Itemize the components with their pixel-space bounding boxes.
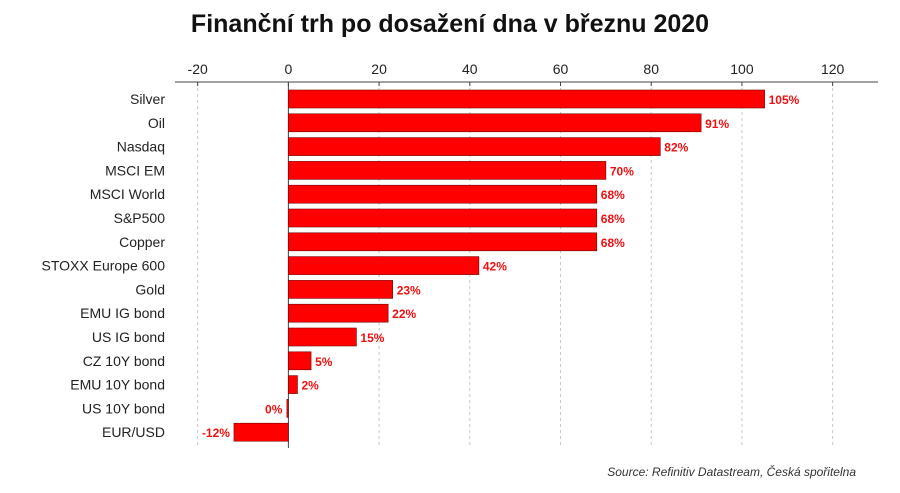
category-label: EMU IG bond [80,305,165,321]
bar [288,303,389,323]
bar [288,327,357,347]
data-labels: 105% 91% 82% 70% 68% 68% 68% 42% 23% 22% 15% 5% 2% 0%… [202,93,800,440]
data-label: 68% [601,212,625,226]
bar [288,89,765,109]
category-label: EMU 10Y bond [70,377,165,393]
bar [288,113,702,133]
bar [288,184,598,204]
bar [288,161,607,180]
data-label: -12% [202,426,230,440]
data-label: 23% [397,283,421,297]
data-label: 42% [483,260,507,274]
bars [233,89,765,442]
data-label: 68% [601,188,625,202]
bar [288,137,661,156]
x-tick-label: 100 [730,61,754,77]
bar [233,422,289,442]
category-label: US IG bond [92,329,165,345]
data-label: 22% [392,307,416,321]
category-labels: Silver Oil Nasdaq MSCI EM MSCI World S&P500 Co… [42,91,166,440]
bar [288,280,394,299]
data-label: 5% [315,355,333,369]
chart-title: Finanční trh po dosažení dna v březnu 20… [190,10,710,38]
data-label: 82% [664,141,688,155]
x-tick-label: 20 [371,61,387,77]
data-label: 0% [265,402,283,416]
x-tick-label: 60 [553,61,569,77]
x-tick-label: -20 [188,61,208,77]
category-label: EUR/USD [102,424,165,440]
category-label: STOXX Europe 600 [42,258,166,274]
bar [288,375,298,394]
category-label: Silver [130,91,165,107]
data-label: 70% [610,164,634,178]
source-note: Source: Refinitiv Datastream, Česká spoř… [607,465,856,479]
category-label: Oil [148,115,165,131]
bar [288,351,312,371]
data-label: 91% [705,117,729,131]
bar [286,399,289,418]
bar [288,256,480,275]
x-tick-label: 0 [284,61,292,77]
bar [288,232,598,252]
category-label: US 10Y bond [82,400,165,416]
category-label: S&P500 [114,210,166,226]
bar [288,208,598,228]
category-label: Copper [119,234,165,250]
category-label: CZ 10Y bond [83,353,165,369]
x-tick-label: 120 [821,61,845,77]
data-label: 15% [360,331,384,345]
data-label: 2% [301,379,319,393]
x-tick-label: 80 [643,61,659,77]
x-tick-label: 40 [462,61,478,77]
data-label: 105% [769,93,800,107]
category-label: MSCI EM [105,162,165,178]
category-label: Gold [135,281,165,297]
data-label: 68% [601,236,625,250]
category-label: Nasdaq [117,139,165,155]
category-label: MSCI World [90,186,165,202]
